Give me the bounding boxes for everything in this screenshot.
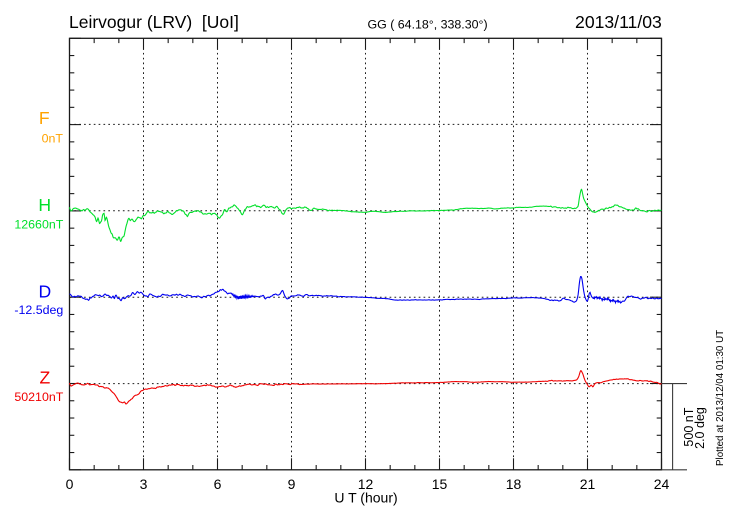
svg-text:Leirvogur (LRV) [UoI]: Leirvogur (LRV) [UoI] — [69, 12, 239, 32]
svg-text:24: 24 — [654, 476, 670, 492]
svg-text:50210nT: 50210nT — [14, 390, 63, 404]
svg-text:D: D — [38, 281, 51, 301]
svg-text:2.0 deg: 2.0 deg — [693, 407, 707, 449]
svg-text:21: 21 — [580, 476, 596, 492]
svg-text:F: F — [39, 108, 50, 128]
svg-text:0nT: 0nT — [42, 132, 64, 146]
svg-text:U T (hour): U T (hour) — [334, 490, 397, 506]
svg-text:500 nT: 500 nT — [682, 407, 696, 446]
svg-text:Plotted at 2013/12/04 01:30 UT: Plotted at 2013/12/04 01:30 UT — [715, 330, 726, 466]
svg-text:GG ( 64.18°, 338.30°): GG ( 64.18°, 338.30°) — [368, 17, 488, 31]
svg-text:Z: Z — [40, 368, 51, 388]
svg-text:6: 6 — [214, 476, 222, 492]
svg-text:12660nT: 12660nT — [14, 218, 63, 232]
svg-text:15: 15 — [432, 476, 448, 492]
svg-text:3: 3 — [140, 476, 148, 492]
svg-text:12: 12 — [358, 476, 374, 492]
svg-text:9: 9 — [288, 476, 296, 492]
svg-text:2013/11/03: 2013/11/03 — [575, 12, 662, 32]
svg-text:-12.5deg: -12.5deg — [14, 303, 63, 317]
svg-text:0: 0 — [66, 476, 74, 492]
svg-text:H: H — [38, 195, 51, 215]
svg-text:18: 18 — [506, 476, 522, 492]
